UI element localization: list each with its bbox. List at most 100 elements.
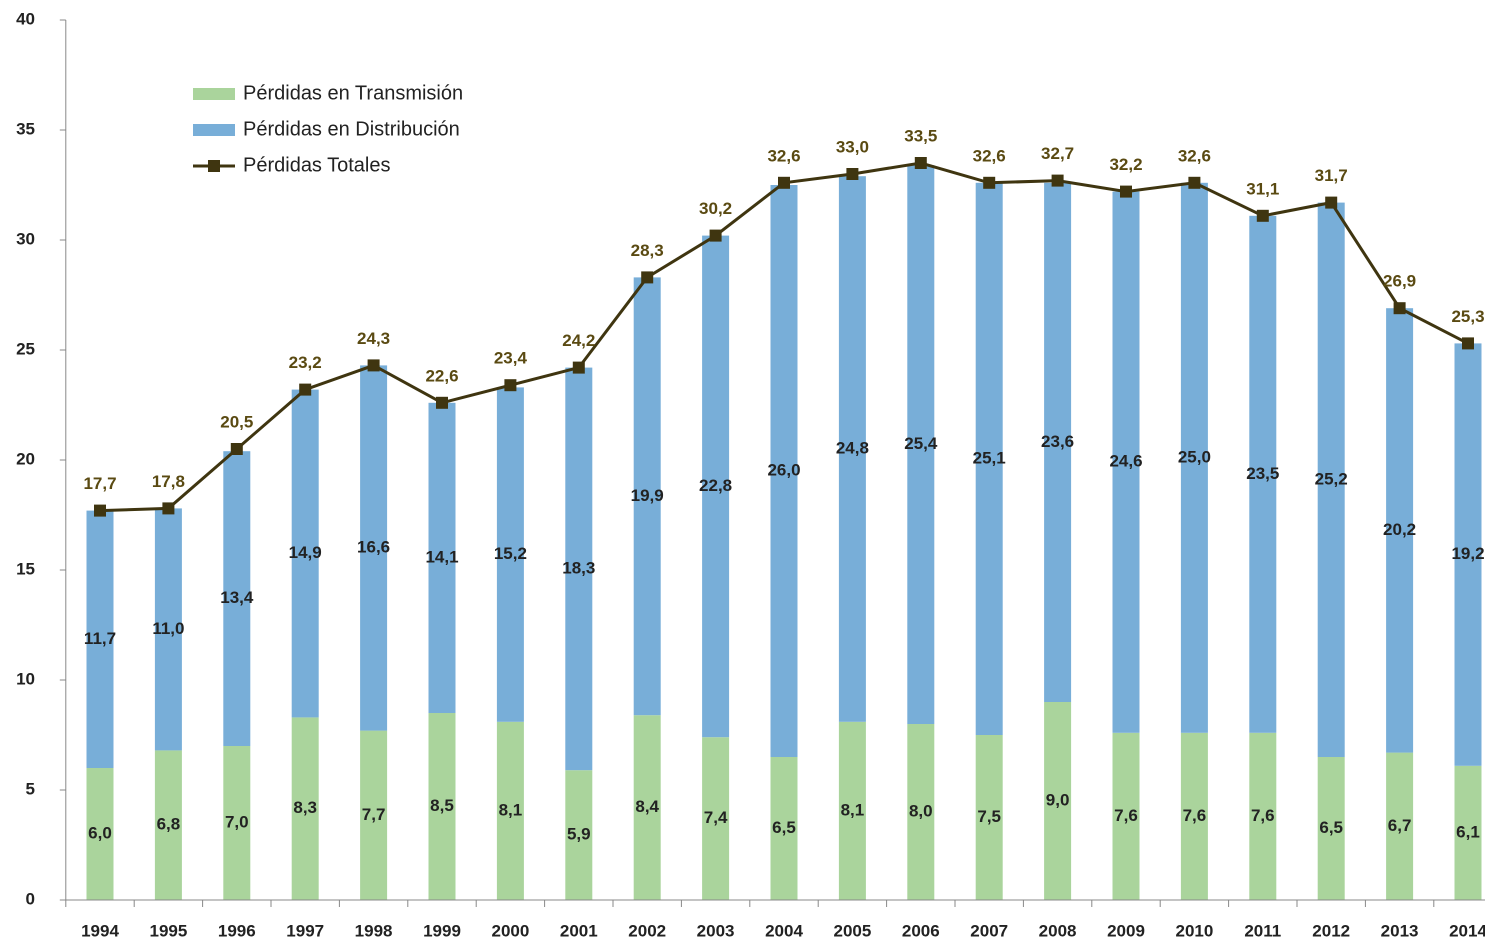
bar-label: 8,5 (430, 796, 454, 815)
x-tick-label: 2008 (1039, 921, 1077, 940)
bar (770, 757, 798, 900)
bar (1044, 702, 1072, 900)
bar-label: 25,1 (973, 448, 1006, 467)
marker (1256, 209, 1269, 222)
line-label: 26,9 (1383, 272, 1416, 291)
legend-label: Pérdidas en Transmisión (243, 82, 463, 104)
x-tick-label: 2006 (902, 921, 940, 940)
bar (1454, 765, 1482, 900)
line-label: 32,6 (767, 146, 800, 165)
bar-label: 8,4 (635, 797, 659, 816)
bar (838, 176, 866, 722)
bar (1180, 182, 1208, 733)
bar-label: 16,6 (357, 537, 390, 556)
bar (496, 387, 524, 722)
bar-label: 18,3 (562, 558, 595, 577)
bar (1249, 732, 1277, 900)
y-tick-label: 20 (16, 449, 35, 468)
bar (633, 277, 661, 716)
bar-label: 25,0 (1178, 447, 1211, 466)
bar (86, 768, 114, 900)
bar (975, 735, 1003, 900)
marker (778, 176, 790, 189)
bar-label: 9,0 (1046, 790, 1070, 809)
marker (1188, 176, 1201, 189)
x-tick-label: 1999 (423, 921, 461, 940)
y-tick-label: 40 (16, 9, 35, 28)
bar (154, 508, 182, 751)
line-label: 28,3 (631, 241, 664, 260)
bar (496, 721, 524, 900)
line-label: 32,7 (1041, 144, 1074, 163)
marker (299, 383, 312, 396)
line-label: 33,5 (904, 126, 937, 145)
line-label: 24,3 (357, 329, 390, 348)
bar (1112, 732, 1140, 900)
bar-label: 24,6 (1109, 452, 1142, 471)
bar (1249, 215, 1277, 733)
bar (360, 365, 388, 731)
marker (1325, 196, 1338, 209)
bar-label: 7,6 (1251, 806, 1275, 825)
bar (907, 165, 935, 724)
bar (975, 182, 1003, 736)
marker (983, 176, 996, 189)
marker (367, 359, 380, 372)
legend-label: Pérdidas en Distribución (243, 118, 460, 140)
line-label: 32,6 (973, 146, 1006, 165)
bar-label: 7,0 (225, 812, 249, 831)
legend-marker (208, 160, 220, 172)
line-label: 24,2 (562, 331, 595, 350)
bar (291, 717, 319, 900)
marker (504, 379, 517, 392)
legend-swatch (193, 88, 235, 100)
bar (428, 402, 456, 713)
y-tick-label: 10 (16, 669, 35, 688)
x-tick-label: 1997 (286, 921, 324, 940)
marker (641, 271, 654, 284)
y-tick-label: 15 (16, 559, 35, 578)
x-tick-label: 2011 (1244, 921, 1281, 940)
line-label: 22,6 (425, 366, 458, 385)
legend-label: Pérdidas Totales (243, 154, 391, 176)
marker (709, 229, 722, 242)
bar-label: 7,5 (977, 807, 1001, 826)
bar-label: 6,8 (157, 815, 181, 834)
x-tick-label: 2014 (1449, 921, 1485, 940)
bar-label: 23,5 (1246, 464, 1279, 483)
bar-label: 23,6 (1041, 432, 1074, 451)
x-tick-label: 1994 (81, 921, 119, 940)
marker (1462, 337, 1474, 350)
bar-label: 5,9 (567, 825, 591, 844)
bar (1044, 182, 1072, 703)
x-tick-label: 2007 (970, 921, 1008, 940)
bar (907, 724, 935, 900)
bar-label: 22,8 (699, 476, 732, 495)
bar (838, 721, 866, 900)
bar-label: 13,4 (220, 588, 254, 607)
bar-label: 8,1 (499, 800, 523, 819)
bar (1386, 308, 1414, 753)
line-label: 20,5 (220, 412, 253, 431)
line-label: 31,1 (1246, 179, 1279, 198)
y-tick-label: 35 (16, 119, 35, 138)
bar-label: 6,0 (88, 823, 112, 842)
bar (154, 750, 182, 900)
x-tick-label: 2013 (1381, 921, 1419, 940)
line-label: 30,2 (699, 199, 732, 218)
bar-label: 7,6 (1114, 806, 1138, 825)
bar (223, 451, 251, 746)
bar-label: 25,2 (1315, 469, 1348, 488)
bar-label: 8,1 (841, 800, 865, 819)
y-tick-label: 30 (16, 229, 35, 248)
bar (1112, 191, 1140, 733)
bar-label: 8,0 (909, 801, 933, 820)
marker (230, 443, 243, 455)
x-tick-label: 2000 (491, 921, 529, 940)
marker (572, 361, 585, 374)
bar-label: 19,9 (631, 486, 664, 505)
bar-label: 11,0 (152, 619, 184, 638)
legend-swatch (193, 124, 235, 136)
